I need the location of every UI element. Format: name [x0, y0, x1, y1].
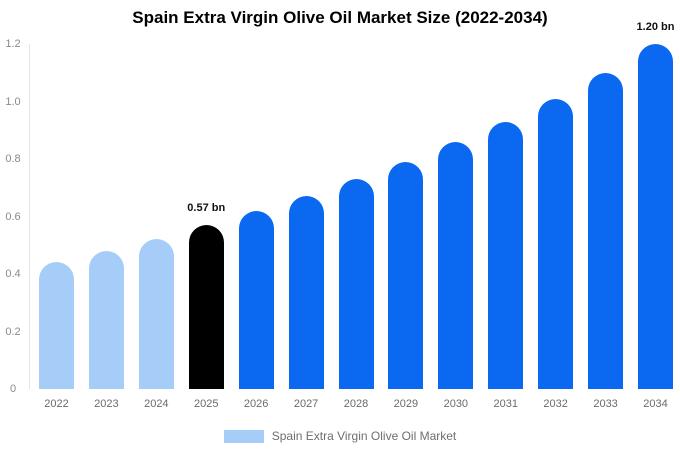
- bar-2034[interactable]: [638, 44, 673, 389]
- y-tick-label: 1.2: [5, 38, 21, 50]
- legend-swatch-icon: [223, 429, 264, 443]
- bar-2031[interactable]: [488, 122, 524, 389]
- x-label-2023: 2023: [94, 398, 119, 410]
- bar-2024[interactable]: [138, 239, 174, 389]
- y-tick-label: 0.2: [5, 325, 21, 338]
- x-label-2027: 2027: [293, 398, 319, 410]
- bar-2025[interactable]: [188, 225, 224, 389]
- x-label-2034: 2034: [643, 398, 668, 410]
- bar-2026[interactable]: [238, 211, 274, 389]
- y-tick-label: 0.4: [5, 268, 21, 280]
- bar-2028[interactable]: [338, 179, 374, 389]
- bar-2030[interactable]: [438, 142, 474, 389]
- bar-2022[interactable]: [39, 262, 74, 389]
- x-label-2031: 2031: [493, 398, 518, 410]
- bar-2032[interactable]: [538, 99, 574, 389]
- bar-2027[interactable]: [288, 196, 324, 389]
- data-label-2034: 1.20 bn: [636, 21, 675, 33]
- data-label-2025: 0.57 bn: [187, 202, 226, 214]
- x-label-2022: 2022: [44, 398, 69, 410]
- plot-area: [29, 44, 678, 389]
- legend-label: Spain Extra Virgin Olive Oil Market: [271, 429, 457, 443]
- x-label-2033: 2033: [593, 398, 618, 410]
- x-label-2030: 2030: [443, 398, 469, 410]
- chart-title: Spain Extra Virgin Olive Oil Market Size…: [132, 8, 548, 27]
- x-label-2026: 2026: [243, 398, 269, 410]
- legend-item[interactable]: Spain Extra Virgin Olive Oil Market: [0, 429, 680, 443]
- y-tick-label: 0.8: [5, 153, 21, 165]
- x-label-2028: 2028: [343, 398, 369, 410]
- x-label-2024: 2024: [144, 398, 169, 410]
- x-label-2025: 2025: [194, 398, 219, 410]
- x-label-2032: 2032: [543, 398, 568, 410]
- y-tick-label: 0.6: [5, 210, 21, 223]
- x-label-2029: 2029: [393, 398, 419, 410]
- y-tick-label: 1.0: [5, 95, 21, 108]
- bar-2033[interactable]: [588, 73, 624, 389]
- bar-2029[interactable]: [388, 162, 424, 389]
- bar-2023[interactable]: [88, 251, 124, 389]
- y-tick-label: 0: [9, 383, 17, 395]
